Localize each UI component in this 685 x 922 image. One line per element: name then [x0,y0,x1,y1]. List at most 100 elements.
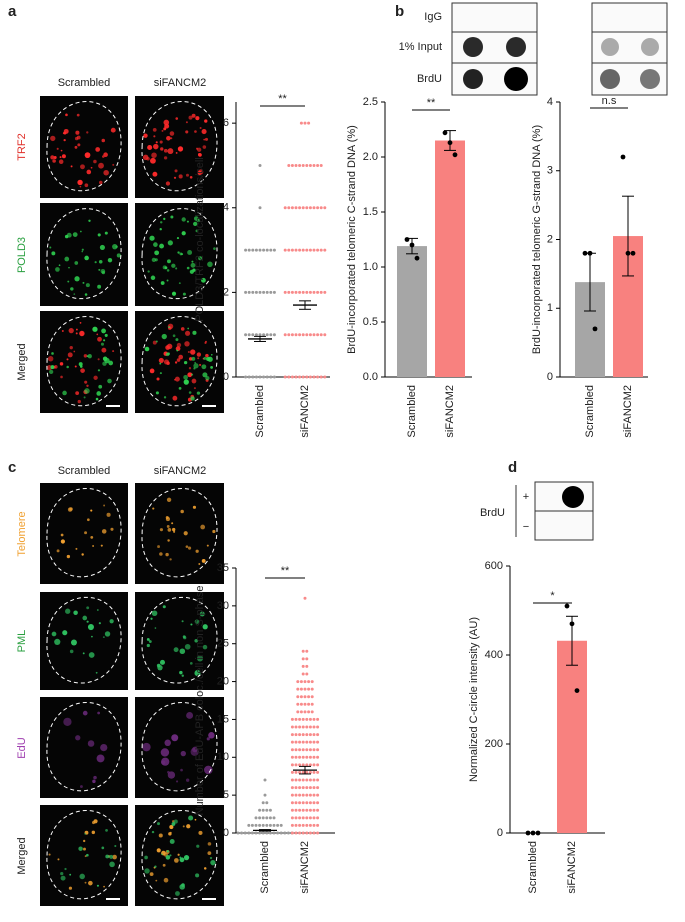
data-point [247,375,251,379]
spot [190,396,195,401]
spot [188,391,192,394]
data-point [265,375,269,379]
data-point [294,740,298,744]
spot [68,266,70,269]
spot [90,536,94,539]
y-tick-label: 1.5 [363,206,378,218]
spot [175,267,178,270]
spot [161,757,170,766]
spot [186,824,191,829]
significance-label: ** [281,565,290,577]
data-point [308,755,312,759]
blot [451,2,668,541]
data-point [298,290,302,294]
spot [194,818,197,821]
spot [212,529,216,534]
spot [110,127,116,133]
data-point [290,740,294,744]
spot [83,396,86,399]
spot [174,858,179,863]
data-point [305,778,309,782]
data-point [305,801,309,805]
spot [95,147,101,152]
spot [155,391,159,395]
spot [188,367,192,370]
data-point [269,290,273,294]
spot [56,549,60,553]
spot [104,631,111,637]
data-point [301,763,305,767]
column-label: siFANCM2 [154,465,207,477]
spot [190,349,196,355]
data-point [305,740,309,744]
data-point [316,831,320,835]
data-point [303,680,307,684]
spot [175,891,180,896]
spot [97,336,102,342]
data-point [301,206,305,210]
spot [79,321,82,324]
spot [74,276,80,282]
spot [188,815,194,821]
data-point [279,831,283,835]
data-point [272,831,276,835]
spot [202,145,207,149]
spot [171,522,174,525]
data-point [299,695,303,699]
spot [178,174,183,179]
data-point [312,163,316,167]
spot [159,372,162,375]
spot [73,350,76,353]
data-point [298,248,302,252]
spot [47,355,54,362]
y-tick-label: 4 [223,202,229,214]
spot [162,863,166,867]
data-point [312,801,316,805]
spot [177,853,180,856]
spot [84,152,91,159]
y-tick-label: 15 [217,713,229,725]
spot [80,368,85,373]
spot [175,151,178,154]
spot [50,135,56,142]
spot [183,360,188,365]
spot [204,119,208,123]
spot [174,376,180,382]
spot [209,856,213,860]
spot [149,872,154,877]
blot-label: 1% Input [399,41,442,53]
spot [144,868,150,874]
nucleus-outline [46,316,122,407]
spot [191,113,196,118]
spot [92,326,98,332]
spot [88,219,91,223]
data-point [247,823,251,827]
data-point [268,816,272,820]
y-tick-label: 0 [547,371,553,383]
spot [158,833,163,838]
nucleus-outline [141,488,218,578]
data-point [298,816,302,820]
data-point [268,823,272,827]
spot [176,237,180,240]
data-point [290,290,294,294]
data-point [265,831,269,835]
spot [203,138,206,141]
data-point [272,816,276,820]
data-point [301,823,305,827]
data-point [312,206,316,210]
spot [184,330,191,336]
spot [101,846,105,850]
data-point [301,733,305,737]
data-point [301,290,305,294]
data-point [298,163,302,167]
data-point [305,755,309,759]
spot [176,349,179,352]
spot [194,670,201,677]
spot [73,610,78,616]
spot [100,743,108,752]
spot [103,885,105,888]
spot [74,145,78,149]
data-point [301,649,305,653]
